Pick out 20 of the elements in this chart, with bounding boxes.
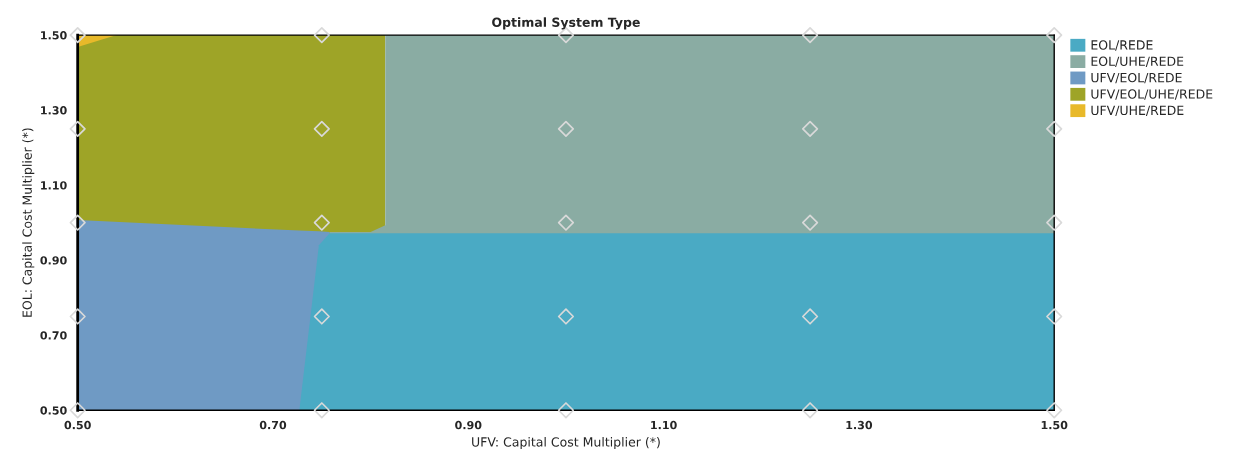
legend-label: UFV/UHE/REDE (1091, 105, 1184, 117)
chart-title: Optimal System Type (492, 17, 640, 30)
x-tick-label: 1.50 (1041, 420, 1068, 430)
legend-label: UFV/EOL/UHE/REDE (1091, 89, 1213, 100)
x-tick-label: 1.10 (651, 420, 677, 430)
legend-label: EOL/UHE/REDE (1091, 56, 1184, 67)
x-tick-label: 1.30 (846, 420, 873, 430)
y-tick-label: 0.90 (40, 256, 67, 265)
x-axis-title: UFV: Capital Cost Multiplier (*) (472, 436, 660, 450)
x-tick-label: 0.50 (64, 420, 91, 430)
y-tick-label: 1.10 (41, 181, 67, 190)
legend-label: EOL/REDE (1091, 40, 1153, 51)
y-axis-title: EOL: Capital Cost Multiplier (*) (22, 128, 35, 317)
y-tick-label: 0.70 (40, 331, 67, 340)
y-tick-label: 1.50 (41, 31, 67, 40)
x-tick-label: 0.70 (259, 420, 287, 430)
y-tick-label: 0.50 (40, 406, 67, 415)
y-tick-label: 1.30 (41, 106, 67, 115)
x-tick-label: 0.90 (455, 420, 482, 430)
legend-label: UFV/EOL/REDE (1091, 72, 1182, 84)
